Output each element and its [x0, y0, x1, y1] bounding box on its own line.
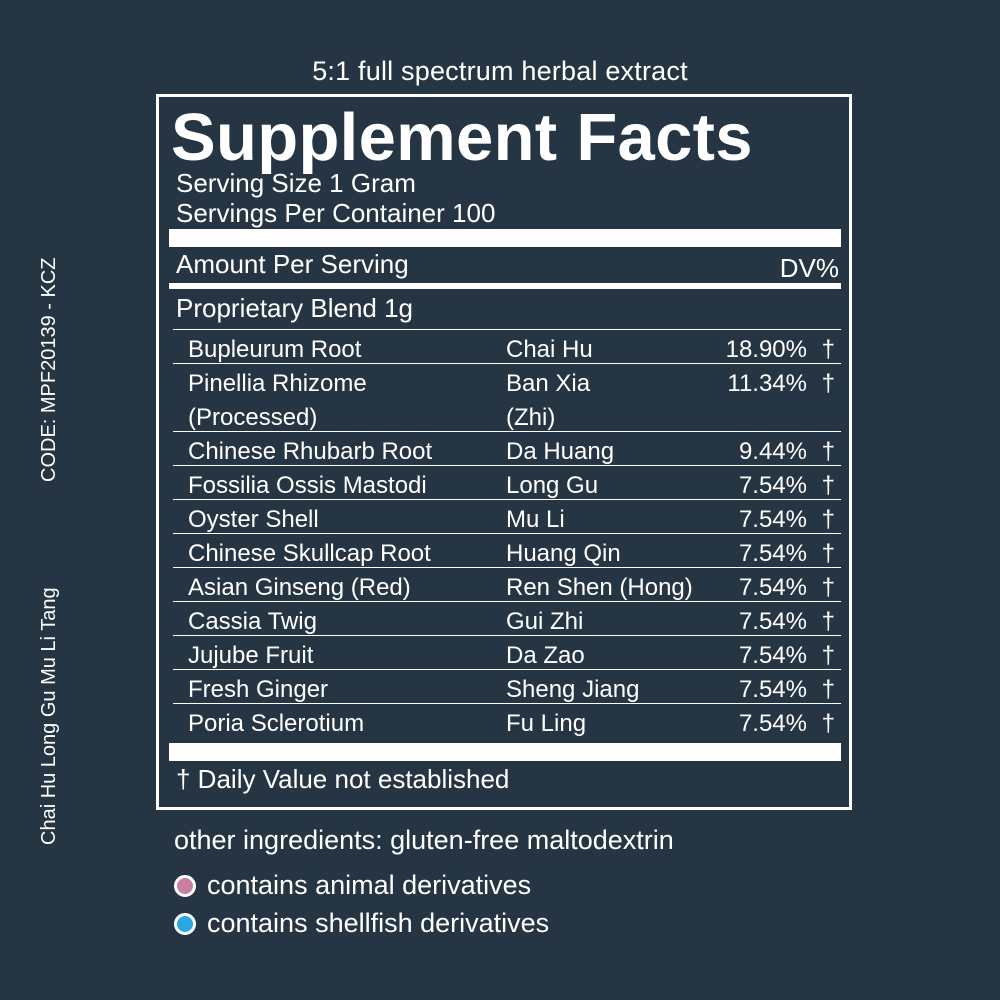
- ingredient-table: Bupleurum Root Chai Hu 18.90% † Pinellia…: [173, 329, 841, 737]
- legend-label: contains shellfish derivatives: [207, 908, 550, 938]
- ingredient-pinyin: Huang Qin: [506, 540, 621, 567]
- amount-per-serving-header: Amount Per Serving: [176, 249, 409, 279]
- dagger-mark: †: [821, 336, 835, 363]
- ingredient-english: Jujube Fruit: [188, 642, 314, 669]
- dagger-mark: †: [821, 642, 835, 669]
- proprietary-blend: Proprietary Blend 1g: [176, 293, 414, 323]
- divider-medium: [169, 283, 841, 289]
- ingredient-percent: 7.54%: [738, 608, 807, 635]
- dagger-mark: †: [821, 506, 835, 533]
- ingredient-english: Asian Ginseng (Red): [188, 574, 411, 601]
- ingredient-row: Oyster Shell Mu Li 7.54% †: [173, 499, 841, 533]
- animal-derivatives-dot-icon: [174, 874, 196, 897]
- ingredient-percent: 7.54%: [738, 574, 807, 601]
- dv-header: DV%: [779, 253, 839, 283]
- ingredient-english: Bupleurum Root: [188, 336, 362, 363]
- ingredient-pinyin: Ban Xia: [506, 370, 591, 397]
- ingredient-english: Oyster Shell: [188, 506, 319, 533]
- ingredient-english: Chinese Skullcap Root: [188, 540, 431, 567]
- ingredient-percent: 7.54%: [738, 710, 807, 737]
- dagger-mark: †: [821, 710, 835, 737]
- facts-title: Supplement Facts: [171, 100, 753, 175]
- ingredient-pinyin: Fu Ling: [506, 710, 587, 737]
- ingredient-percent: 9.44%: [738, 438, 807, 465]
- supplement-facts-panel: Supplement Facts Serving Size 1 Gram Ser…: [156, 94, 852, 810]
- ingredient-pinyin: Da Zao: [506, 642, 585, 669]
- ingredient-english: Chinese Rhubarb Root: [188, 438, 433, 465]
- ingredient-row: Chinese Skullcap Root Huang Qin 7.54% †: [173, 533, 841, 567]
- ingredient-row: Jujube Fruit Da Zao 7.54% †: [173, 635, 841, 669]
- product-code: CODE: MPF20139 - KCZ: [38, 257, 60, 482]
- legend-item-shellfish: contains shellfish derivatives: [174, 908, 549, 939]
- ingredient-english: Poria Sclerotium: [188, 710, 365, 737]
- formula-name: Chai Hu Long Gu Mu Li Tang: [38, 587, 60, 845]
- ingredient-english: Cassia Twig: [188, 608, 317, 635]
- legend-item-animal: contains animal derivatives: [174, 870, 531, 901]
- dagger-mark: †: [821, 438, 835, 465]
- ingredient-percent: 7.54%: [738, 676, 807, 703]
- ingredient-percent: 18.90%: [725, 336, 807, 363]
- dagger-mark: †: [821, 676, 835, 703]
- ingredient-row: Pinellia Rhizome (Processed) Ban Xia (Zh…: [173, 363, 841, 431]
- dagger-mark: †: [821, 574, 835, 601]
- legend-label: contains animal derivatives: [207, 870, 532, 900]
- shellfish-derivatives-dot-icon: [174, 912, 196, 935]
- servings-per-container: Servings Per Container 100: [176, 198, 496, 228]
- ingredient-pinyin: Sheng Jiang: [506, 676, 640, 703]
- ingredient-pinyin: Long Gu: [506, 472, 599, 499]
- ingredient-english: Pinellia Rhizome: [188, 370, 367, 397]
- ingredient-row: Fresh Ginger Sheng Jiang 7.54% †: [173, 669, 841, 703]
- ingredient-english: Fresh Ginger: [188, 676, 329, 703]
- divider-thick-bottom: [169, 743, 841, 761]
- dagger-mark: †: [821, 608, 835, 635]
- dagger-mark: †: [821, 370, 835, 397]
- ingredient-pinyin: Mu Li: [506, 506, 565, 533]
- ingredient-row: Cassia Twig Gui Zhi 7.54% †: [173, 601, 841, 635]
- ingredient-percent: 7.54%: [738, 506, 807, 533]
- ingredient-row: Asian Ginseng (Red) Ren Shen (Hong) 7.54…: [173, 567, 841, 601]
- dagger-mark: †: [821, 472, 835, 499]
- ingredient-percent: 7.54%: [738, 472, 807, 499]
- ingredient-row: Chinese Rhubarb Root Da Huang 9.44% †: [173, 431, 841, 465]
- dv-footnote: † Daily Value not established: [176, 764, 510, 794]
- ingredient-english-line2: (Processed): [188, 404, 318, 431]
- ingredient-pinyin: Da Huang: [506, 438, 615, 465]
- ingredient-pinyin: Ren Shen (Hong): [506, 574, 693, 601]
- divider-thick: [169, 229, 841, 247]
- ingredient-row: Bupleurum Root Chai Hu 18.90% †: [173, 329, 841, 363]
- ingredient-row: Fossilia Ossis Mastodi Long Gu 7.54% †: [173, 465, 841, 499]
- ingredient-pinyin: Gui Zhi: [506, 608, 584, 635]
- ingredient-pinyin-line2: (Zhi): [506, 404, 556, 431]
- ingredient-english: Fossilia Ossis Mastodi: [188, 472, 427, 499]
- serving-size: Serving Size 1 Gram: [176, 168, 416, 198]
- ingredient-percent: 7.54%: [738, 642, 807, 669]
- dagger-mark: †: [821, 540, 835, 567]
- other-ingredients: other ingredients: gluten-free maltodext…: [174, 825, 674, 855]
- ingredient-pinyin: Chai Hu: [506, 336, 593, 363]
- ingredient-row: Poria Sclerotium Fu Ling 7.54% †: [173, 703, 841, 737]
- product-subtitle: 5:1 full spectrum herbal extract: [312, 56, 688, 86]
- ingredient-percent: 7.54%: [738, 540, 807, 567]
- ingredient-percent: 11.34%: [727, 370, 807, 397]
